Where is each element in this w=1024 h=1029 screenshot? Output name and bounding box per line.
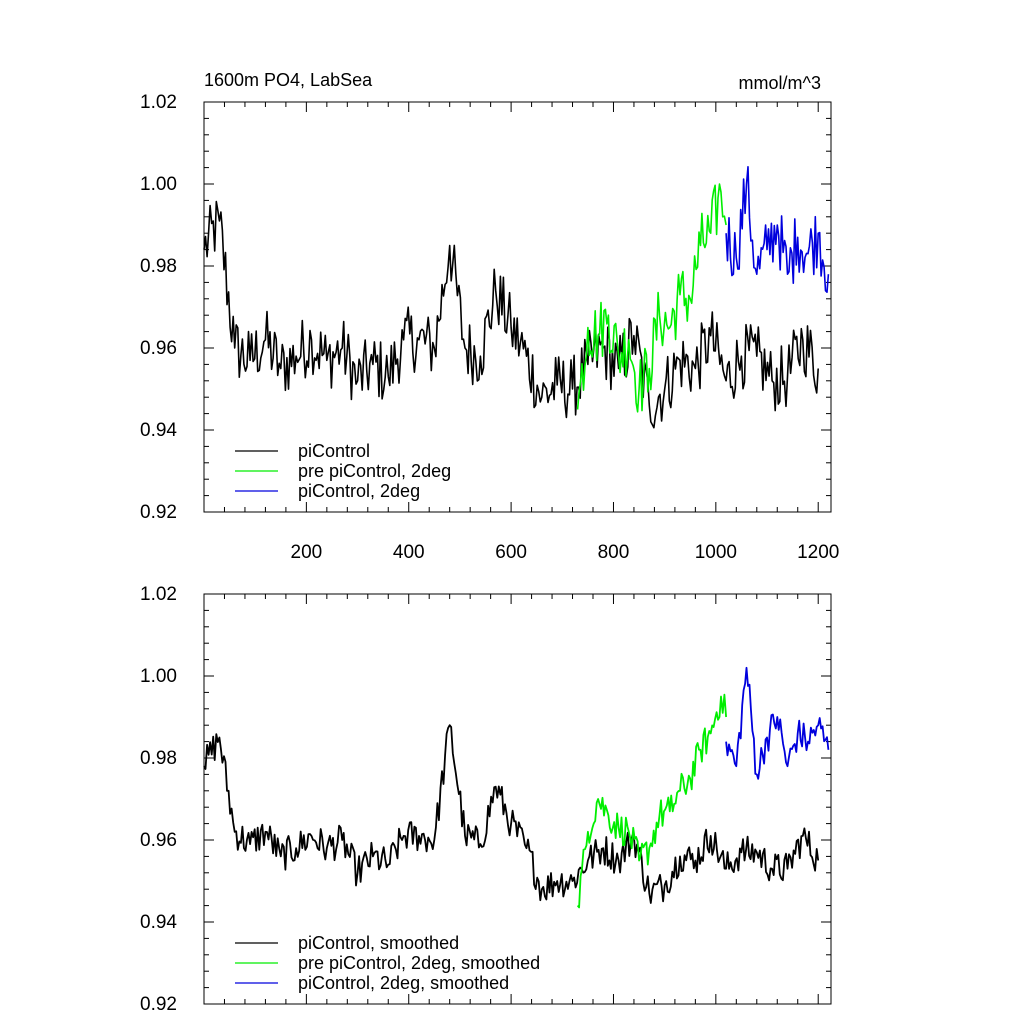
chart-panel-1: 0.92 0.94 0.96 0.98 1.00 1.02 200 400 600 800 1000… — [140, 70, 839, 563]
x-tick-label: 800 — [598, 542, 630, 563]
y-tick-label: 0.98 — [140, 748, 177, 769]
units-label: mmol/m^3 — [739, 73, 821, 93]
plot-title: 1600m PO4, LabSea — [204, 70, 373, 90]
series-line-3 — [725, 666, 830, 780]
x-tick-label: 600 — [495, 542, 527, 563]
x-tick-label: 400 — [393, 542, 425, 563]
y-tick-label: 0.92 — [140, 502, 177, 523]
y-tick-label: 0.96 — [140, 830, 177, 851]
legend-label-3: piControl, 2deg, smoothed — [298, 973, 509, 993]
series-line-1 — [203, 200, 819, 429]
legend-label-1: piControl, smoothed — [298, 933, 459, 953]
y-tick-label: 0.92 — [140, 994, 177, 1015]
plot-frame — [203, 101, 832, 513]
legend-label-1: piControl — [298, 441, 370, 461]
legend-label-2: pre piControl, 2deg — [298, 461, 451, 481]
y-tick-label: 0.94 — [140, 420, 177, 441]
y-tick-label: 1.00 — [140, 666, 177, 687]
y-tick-label: 0.96 — [140, 338, 177, 359]
series-line-3 — [725, 166, 830, 293]
y-tick-label: 1.02 — [140, 92, 177, 113]
chart-panel-2: 0.92 0.94 0.96 0.98 1.00 1.02 piControl, smoot… — [140, 584, 832, 1015]
series-line-1 — [203, 724, 820, 904]
x-tick-label: 1200 — [797, 542, 839, 563]
legend-label-2: pre piControl, 2deg, smoothed — [298, 953, 540, 973]
x-tick-label: 200 — [291, 542, 323, 563]
series-line-2 — [576, 183, 727, 413]
y-tick-label: 0.98 — [140, 256, 177, 277]
y-tick-label: 1.00 — [140, 174, 177, 195]
y-tick-label: 1.02 — [140, 584, 177, 605]
x-tick-label: 1000 — [695, 542, 737, 563]
y-tick-label: 0.94 — [140, 912, 177, 933]
series-line-2 — [576, 693, 727, 909]
legend-label-3: piControl, 2deg — [298, 481, 420, 501]
plot-frame — [203, 593, 832, 1005]
